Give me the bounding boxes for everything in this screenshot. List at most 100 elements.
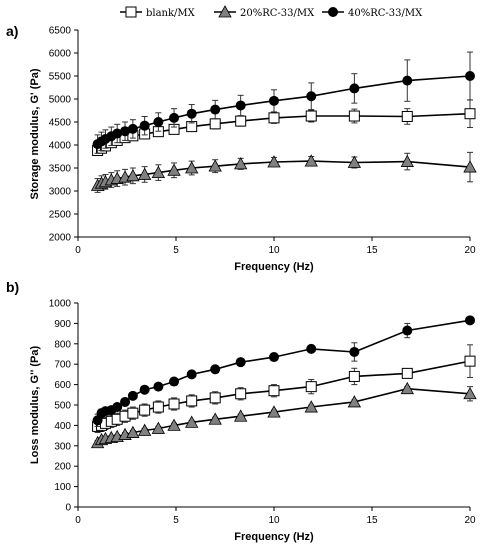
data-point-circle [235,357,246,368]
data-point-circle [402,75,413,86]
data-point-square [464,108,476,120]
data-point-circle [402,325,413,336]
storage-modulus-chart: a) Storage modulus, G' (Pa) Frequency (H… [6,23,477,273]
x-tick-label: 10 [268,245,280,256]
data-point-circle [186,369,197,380]
data-point-triangle [347,395,362,408]
data-point-triangle [208,412,222,425]
legend: blank/MX 20%RC-33/MX 40%RC-33/MX [120,5,423,19]
data-point-triangle [234,157,248,170]
data-point-square [235,388,247,400]
x-tick-label: 0 [75,515,81,526]
data-point-square [348,370,360,382]
legend-entry-40rc: 40%RC-33/MX [322,7,423,19]
y-tick-label: 900 [54,319,71,330]
data-point-circle [465,315,475,326]
legend-marker-triangle [218,5,232,18]
data-point-square [348,110,360,122]
y-axis-title: Loss modulus, G'' (Pa) [29,346,41,465]
data-point-circle [139,384,150,395]
legend-label-40rc: 40%RC-33/MX [348,8,423,19]
x-tick-label: 20 [464,515,476,526]
y-tick-label: 2000 [49,233,72,244]
data-point-triangle [151,421,166,434]
loss-modulus-chart: b) Loss modulus, G'' (Pa) Frequency (Hz)… [6,279,477,543]
data-point-circle [120,126,131,137]
data-point-square [401,110,413,122]
data-point-triangle [167,163,181,176]
data-point-triangle [234,409,248,422]
data-point-triangle [304,400,318,413]
legend-entry-20rc: 20%RC-33/MX [214,5,315,19]
data-point-circle [112,402,123,413]
data-point-square [139,404,151,416]
data-point-triangle [167,418,181,431]
x-axis-title: Frequency (Hz) [234,261,314,273]
legend-marker-square [125,6,137,18]
data-point-triangle [185,161,199,174]
y-axis-title: Storage modulus, G' (Pa) [29,68,41,199]
data-point-triangle [185,415,199,428]
series-circle-black [92,315,475,427]
series-line [97,360,471,428]
y-tick-label: 200 [54,462,71,473]
data-point-triangle [126,168,140,182]
data-point-square [464,355,476,367]
x-tick-label: 0 [75,245,81,256]
x-tick-label: 20 [464,245,476,256]
y-tick-label: 1000 [49,299,72,310]
data-point-circle [269,95,279,106]
legend-entry-blank: blank/MX [120,6,196,19]
y-tick-label: 6500 [49,26,72,37]
y-tick-label: 6000 [49,49,72,60]
legend-label-blank: blank/MX [146,8,196,19]
data-point-triangle [400,381,414,395]
data-point-square [305,110,317,122]
data-point-triangle [151,165,166,179]
data-point-triangle [137,167,152,180]
y-tick-label: 5500 [49,72,72,83]
data-point-circle [465,71,475,81]
data-point-triangle [267,405,281,418]
data-point-circle [127,123,138,134]
y-tick-label: 4500 [49,118,72,129]
x-tick-label: 10 [268,515,280,526]
data-point-circle [153,117,164,127]
y-tick-label: 100 [54,482,71,493]
data-point-square [268,385,280,397]
y-tick-label: 5000 [49,95,72,106]
data-point-circle [306,343,317,354]
data-point-circle [169,376,180,387]
y-tick-label: 0 [65,503,71,514]
y-tick-label: 400 [54,421,71,432]
data-point-circle [349,346,360,357]
legend-marker-circle [328,7,338,17]
data-point-triangle [126,425,140,438]
data-point-square [127,407,139,419]
y-tick-label: 2500 [49,210,72,221]
data-point-circle [235,100,246,111]
data-point-square [152,401,164,413]
series-square-open [92,99,476,157]
data-point-square [305,381,317,393]
data-point-circle [139,120,150,131]
data-point-circle [186,108,197,119]
series-circle-black [92,51,475,154]
data-point-square [268,112,280,124]
x-axis-title: Frequency (Hz) [234,531,314,543]
data-point-square [168,398,180,410]
data-point-circle [349,83,360,94]
legend-label-20rc: 20%RC-33/MX [240,8,315,19]
data-point-square [401,367,413,379]
series-line [97,160,471,187]
data-point-square [186,395,198,407]
data-point-triangle [137,423,152,436]
data-point-triangle [463,160,477,173]
y-tick-label: 300 [54,441,71,452]
data-point-triangle [347,155,362,168]
series-triangle-gray [90,151,477,193]
x-tick-label: 15 [366,515,378,526]
data-point-circle [210,364,221,375]
data-point-circle [127,390,138,401]
